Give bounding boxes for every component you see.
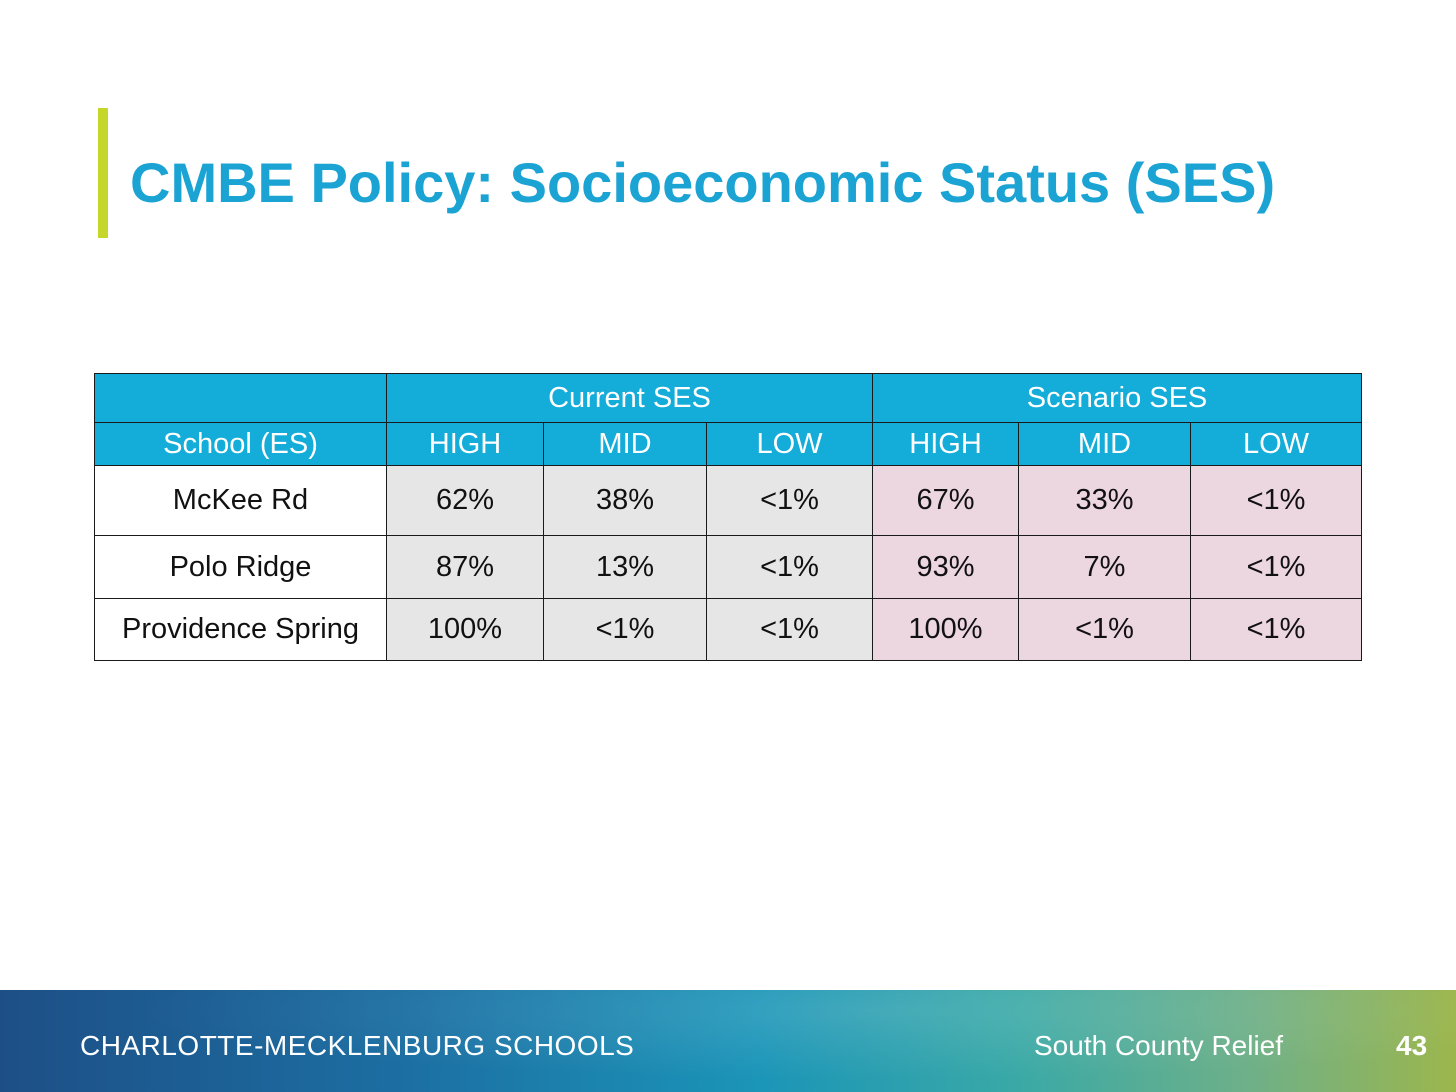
scenario-high-header: HIGH bbox=[872, 422, 1020, 466]
current-high-cell: 100% bbox=[386, 598, 544, 661]
current-mid-cell: 13% bbox=[543, 535, 707, 599]
current-high-header: HIGH bbox=[386, 422, 544, 466]
slide-title: CMBE Policy: Socioeconomic Status (SES) bbox=[130, 151, 1276, 214]
table-corner-cell bbox=[94, 373, 387, 423]
current-mid-cell: <1% bbox=[543, 598, 707, 661]
table-column-header-row: School (ES) HIGH MID LOW HIGH MID LOW bbox=[94, 422, 1363, 466]
scenario-high-cell: 93% bbox=[872, 535, 1020, 599]
scenario-mid-cell: <1% bbox=[1018, 598, 1192, 661]
table-row: Providence Spring 100% <1% <1% 100% <1% … bbox=[94, 598, 1363, 661]
scenario-low-cell: <1% bbox=[1190, 598, 1363, 661]
title-accent-bar bbox=[98, 108, 108, 238]
scenario-high-cell: 67% bbox=[872, 465, 1020, 536]
scenario-low-cell: <1% bbox=[1190, 465, 1363, 536]
school-name-cell: Providence Spring bbox=[94, 598, 387, 661]
ses-table: Current SES Scenario SES School (ES) HIG… bbox=[94, 373, 1363, 661]
scenario-high-cell: 100% bbox=[872, 598, 1020, 661]
footer-texture bbox=[0, 990, 1456, 1092]
current-mid-header: MID bbox=[543, 422, 707, 466]
scenario-mid-cell: 33% bbox=[1018, 465, 1192, 536]
scenario-low-cell: <1% bbox=[1190, 535, 1363, 599]
current-low-cell: <1% bbox=[705, 598, 874, 661]
page-number: 43 bbox=[1396, 1030, 1428, 1061]
school-name-cell: McKee Rd bbox=[94, 465, 387, 536]
current-low-cell: <1% bbox=[705, 465, 874, 536]
footer-band bbox=[0, 990, 1456, 1092]
scenario-low-header: LOW bbox=[1190, 422, 1363, 466]
scenario-ses-header: Scenario SES bbox=[872, 373, 1363, 423]
current-high-cell: 62% bbox=[386, 465, 544, 536]
current-low-cell: <1% bbox=[705, 535, 874, 599]
table-row: McKee Rd 62% 38% <1% 67% 33% <1% bbox=[94, 465, 1363, 536]
scenario-mid-cell: 7% bbox=[1018, 535, 1192, 599]
current-mid-cell: 38% bbox=[543, 465, 707, 536]
table-group-header-row: Current SES Scenario SES bbox=[94, 373, 1363, 423]
current-high-cell: 87% bbox=[386, 535, 544, 599]
current-low-header: LOW bbox=[705, 422, 874, 466]
table-row: Polo Ridge 87% 13% <1% 93% 7% <1% bbox=[94, 535, 1363, 599]
scenario-mid-header: MID bbox=[1018, 422, 1192, 466]
school-name-cell: Polo Ridge bbox=[94, 535, 387, 599]
school-column-header: School (ES) bbox=[94, 422, 387, 466]
footer-organization: CHARLOTTE-MECKLENBURG SCHOOLS bbox=[80, 1030, 635, 1061]
footer-project-name: South County Relief bbox=[1034, 1030, 1284, 1061]
current-ses-header: Current SES bbox=[385, 373, 874, 423]
